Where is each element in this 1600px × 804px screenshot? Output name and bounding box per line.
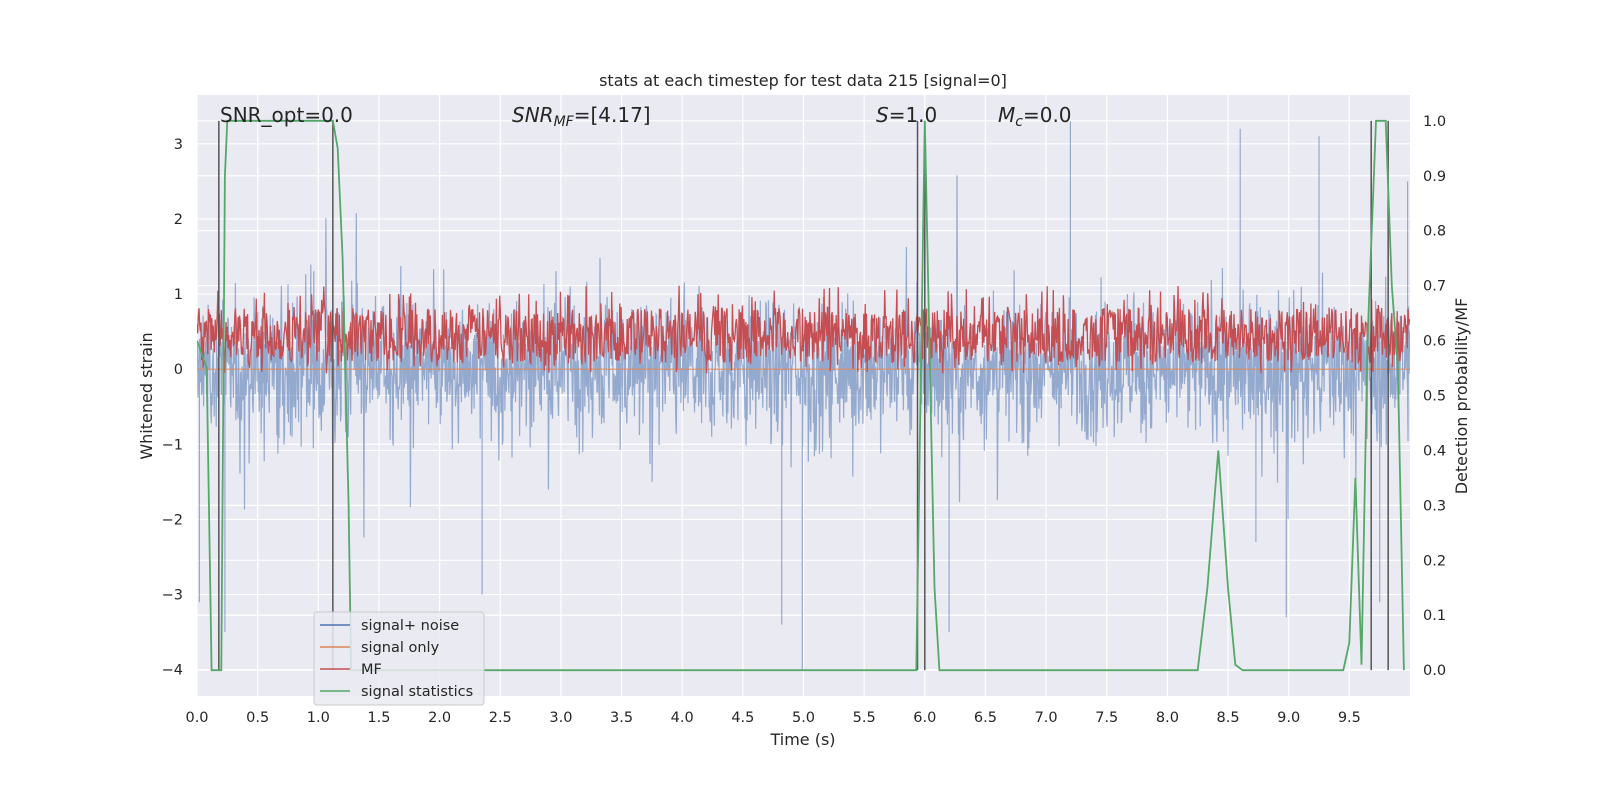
x-tick-label-3: 1.5: [367, 710, 390, 726]
x-axis-label: Time (s): [769, 730, 835, 749]
y2-axis-label: Detection probability/MF: [1452, 298, 1471, 495]
x-tick-label-2: 1.0: [307, 710, 330, 726]
x-tick-label-11: 5.5: [853, 710, 876, 726]
y2-tick-labels: 1.0 0.9 0.8 0.7 0.6 0.5 0.4 0.3 0.2 0.1 0.0: [1423, 114, 1446, 679]
y2-tick-label-6: 0.4: [1423, 443, 1446, 459]
annotation-mc: Mc=0.0: [998, 103, 1072, 130]
series-mf-line: [197, 285, 1410, 374]
y-tick-label-5: −2: [162, 512, 183, 528]
data-layer: [197, 119, 1410, 672]
legend-label-mf: MF: [361, 662, 382, 678]
x-tick-label-0: 0.0: [185, 710, 208, 726]
annotation-mc-symbol: M: [998, 103, 1015, 127]
x-tick-label-13: 6.5: [974, 710, 997, 726]
y2-tick-label-1: 0.9: [1423, 169, 1446, 185]
annotation-snr-mf-subscript: MF: [554, 114, 575, 130]
y-tick-labels: 3 2 1 0 −1 −2 −3 −4: [162, 137, 183, 679]
legend-label-signal-statistics: signal statistics: [361, 684, 473, 700]
y2-tick-label-4: 0.6: [1423, 334, 1446, 350]
y-tick-label-7: −4: [162, 663, 183, 679]
y-tick-label-0: 3: [174, 137, 183, 153]
x-tick-label-15: 7.5: [1095, 710, 1118, 726]
y2-tick-label-2: 0.8: [1423, 224, 1446, 240]
x-tick-label-8: 4.0: [671, 710, 694, 726]
annotation-snr-mf-value: =[4.17]: [574, 103, 651, 127]
y-tick-label-6: −3: [162, 588, 183, 604]
x-tick-label-12: 6.0: [913, 710, 936, 726]
y2-tick-label-7: 0.3: [1423, 498, 1446, 514]
y-axis-label: Whitened strain: [137, 332, 156, 459]
y2-tick-label-3: 0.7: [1423, 279, 1446, 295]
annotation-mc-value: =0.0: [1023, 103, 1072, 127]
x-tick-label-6: 3.0: [549, 710, 572, 726]
x-tick-label-4: 2.0: [428, 710, 451, 726]
x-tick-labels: 0.0 0.5 1.0 1.5 2.0 2.5 3.0 3.5 4.0 4.5 5.0 5.5 6.0 6…: [185, 710, 1360, 726]
x-tick-label-7: 3.5: [610, 710, 633, 726]
series-signal-statistics-line: [197, 119, 1405, 672]
y2-tick-label-10: 0.0: [1423, 663, 1446, 679]
y2-tick-label-9: 0.1: [1423, 608, 1446, 624]
legend: signal+ noise signal only MF signal stat…: [313, 611, 485, 706]
y-tick-label-1: 2: [174, 212, 183, 228]
annotation-snr-mf-symbol: SNR: [512, 103, 554, 127]
x-tick-label-19: 9.5: [1338, 710, 1361, 726]
x-tick-label-10: 5.0: [792, 710, 815, 726]
y2-tick-label-5: 0.5: [1423, 389, 1446, 405]
y2-tick-label-8: 0.2: [1423, 553, 1446, 569]
annotation-s-value: =1.0: [889, 103, 938, 127]
legend-label-signal-noise: signal+ noise: [361, 618, 459, 634]
annotation-s-symbol: S: [876, 103, 889, 127]
annotation-mc-subscript: c: [1015, 114, 1023, 130]
x-tick-label-16: 8.0: [1156, 710, 1179, 726]
x-tick-label-14: 7.0: [1035, 710, 1058, 726]
x-tick-label-1: 0.5: [246, 710, 269, 726]
y2-tick-label-0: 1.0: [1423, 114, 1446, 130]
x-tick-label-17: 8.5: [1217, 710, 1240, 726]
annotation-s: S=1.0: [876, 103, 937, 127]
legend-box: [313, 611, 485, 706]
x-tick-label-5: 2.5: [489, 710, 512, 726]
series-signal-noise-line: [197, 121, 1410, 670]
chart-title: stats at each timestep for test data 215…: [599, 71, 1007, 90]
x-tick-label-18: 9.0: [1277, 710, 1300, 726]
x-tick-label-9: 4.5: [731, 710, 754, 726]
annotation-snr-opt: SNR_opt=0.0: [220, 103, 353, 127]
y-tick-label-2: 1: [174, 287, 183, 303]
annotation-snr-mf: SNRMF=[4.17]: [512, 103, 651, 130]
legend-label-signal-only: signal only: [361, 640, 440, 656]
vertical-markers: [218, 120, 1389, 671]
y-tick-label-3: 0: [174, 362, 183, 378]
y-tick-label-4: −1: [162, 437, 183, 453]
